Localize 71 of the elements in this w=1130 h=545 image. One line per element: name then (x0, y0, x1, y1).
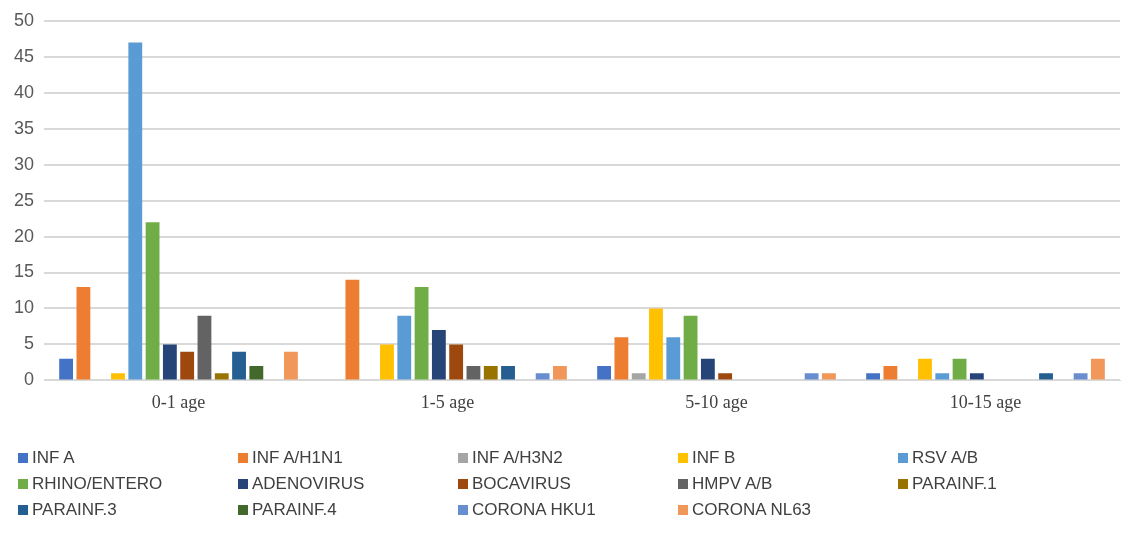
bar (431, 330, 446, 380)
bar (180, 351, 195, 380)
legend-label: PARAINF.3 (32, 500, 117, 520)
y-tick-label: 15 (13, 261, 35, 282)
bar (597, 366, 612, 380)
legend-label: ADENOVIRUS (252, 474, 365, 494)
bar (483, 366, 498, 380)
bar (649, 308, 663, 380)
bar (501, 366, 515, 380)
bar (414, 286, 429, 380)
bar (162, 344, 177, 380)
bar (214, 373, 229, 380)
bar (866, 373, 881, 380)
bar (631, 373, 646, 380)
bar (952, 358, 967, 380)
bar (232, 351, 246, 380)
y-tick-label: 10 (13, 297, 35, 318)
bar (397, 315, 412, 380)
legend-label: CORONA HKU1 (472, 500, 596, 520)
y-tick-label: 5 (24, 333, 35, 354)
legend-label: INF B (692, 448, 736, 468)
legend-label: CORONA NL63 (692, 500, 812, 520)
bar (345, 279, 360, 380)
y-tick-label: 0 (24, 369, 35, 390)
legend-label: INF A/H1N1 (252, 448, 343, 468)
bar (969, 373, 984, 380)
legend-label: INF A/H3N2 (472, 448, 563, 468)
bar (145, 222, 160, 380)
bar (197, 315, 212, 380)
bar (128, 42, 143, 380)
y-tick-label: 25 (13, 189, 35, 210)
bar (614, 337, 629, 380)
bar (1090, 358, 1105, 380)
y-tick-label: 50 (13, 9, 35, 30)
bar (553, 366, 567, 380)
y-tick-label: 35 (13, 117, 35, 138)
bar (1039, 373, 1053, 380)
legend-label: PARAINF.4 (252, 500, 337, 520)
legend-label: RSV A/B (912, 448, 979, 468)
bar (284, 351, 298, 380)
x-tick-label: 5-10 age (685, 391, 748, 412)
bar (935, 373, 950, 380)
bar (718, 373, 733, 380)
y-tick-label: 40 (13, 81, 35, 102)
y-tick-label: 45 (13, 45, 35, 66)
bar (821, 373, 836, 380)
legend-label: RHINO/ENTERO (32, 474, 163, 494)
bar (1073, 373, 1088, 380)
bar (76, 286, 91, 380)
bar (804, 373, 819, 380)
bar (111, 373, 125, 380)
bar (59, 358, 74, 380)
bar (535, 373, 550, 380)
bar (466, 366, 481, 380)
bar (700, 358, 715, 380)
bar (883, 366, 898, 380)
bar (918, 358, 932, 380)
x-tick-label: 0-1 age (151, 391, 206, 412)
legend-label: INF A (32, 448, 75, 468)
x-tick-label: 10-15 age (949, 391, 1022, 412)
legend-label: HMPV A/B (692, 474, 773, 494)
legend-label: PARAINF.1 (912, 474, 997, 494)
x-tick-label: 1-5 age (420, 391, 475, 412)
bar (683, 315, 698, 380)
bar (249, 366, 264, 380)
y-tick-label: 20 (13, 225, 35, 246)
bar (449, 344, 464, 380)
bar (380, 344, 394, 380)
legend-label: BOCAVIRUS (472, 474, 571, 494)
y-tick-label: 30 (13, 153, 35, 174)
bar (666, 337, 681, 380)
